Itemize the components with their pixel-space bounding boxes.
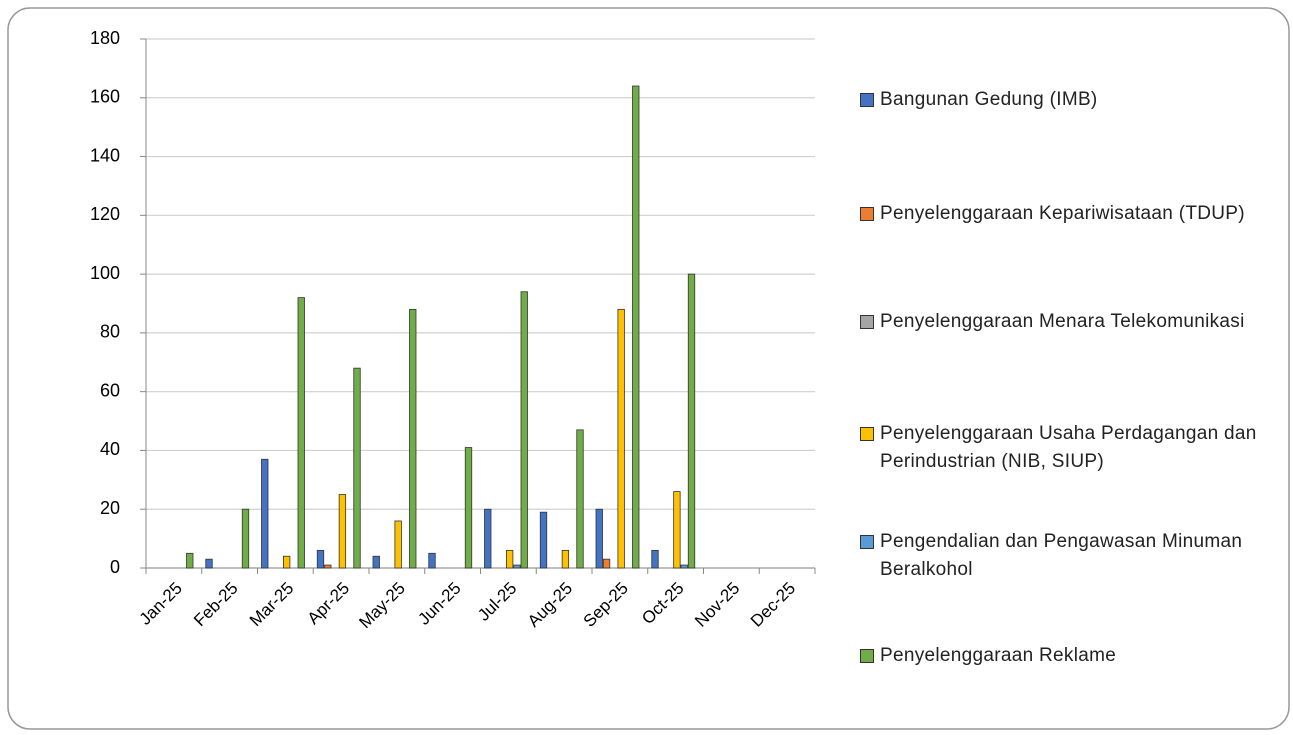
y-tick-label: 160 bbox=[90, 87, 120, 107]
legend-swatch bbox=[860, 535, 874, 549]
bar bbox=[205, 558, 213, 569]
y-tick-label: 180 bbox=[90, 28, 120, 48]
legend-entry: Penyelenggaraan Reklame bbox=[860, 642, 1270, 670]
bar bbox=[353, 367, 361, 569]
y-tick-label: 0 bbox=[110, 557, 120, 577]
bar bbox=[282, 555, 291, 569]
legend-entry: Penyelenggaraan Menara Telekomunikasi bbox=[860, 308, 1270, 336]
bar bbox=[673, 491, 681, 569]
bar bbox=[297, 297, 305, 569]
bar bbox=[428, 552, 436, 569]
bar bbox=[576, 429, 584, 569]
y-tick-label: 80 bbox=[100, 322, 120, 342]
bar bbox=[602, 558, 611, 569]
legend-entry: Pengendalian dan Pengawasan Minuman Bera… bbox=[860, 528, 1270, 584]
bar bbox=[595, 508, 603, 569]
y-tick-label: 120 bbox=[90, 204, 120, 224]
bar bbox=[617, 308, 625, 569]
legend-swatch bbox=[860, 93, 874, 107]
bar bbox=[409, 308, 417, 569]
bar bbox=[632, 85, 640, 569]
legend-label: Penyelenggaraan Kepariwisataan (TDUP) bbox=[880, 203, 1245, 224]
bar bbox=[186, 552, 194, 569]
y-tick-label: 140 bbox=[90, 145, 120, 165]
bar bbox=[687, 273, 696, 569]
legend-label: Penyelenggaraan Menara Telekomunikasi bbox=[880, 311, 1245, 332]
y-tick-label: 60 bbox=[100, 380, 120, 400]
y-tick-label: 40 bbox=[100, 439, 120, 459]
bar bbox=[484, 508, 492, 569]
bar bbox=[505, 549, 514, 569]
bar bbox=[464, 447, 473, 569]
legend-entry: Penyelenggaraan Usaha Perdagangan dan Pe… bbox=[860, 420, 1270, 476]
legend-entry: Penyelenggaraan Kepariwisataan (TDUP) bbox=[860, 200, 1270, 228]
y-tick-label: 20 bbox=[100, 498, 120, 518]
bar bbox=[338, 494, 347, 569]
bar bbox=[651, 549, 659, 569]
bar bbox=[241, 508, 250, 569]
legend-swatch bbox=[860, 649, 874, 663]
bar bbox=[261, 458, 269, 569]
legend-label: Penyelenggaraan Reklame bbox=[880, 645, 1117, 666]
frame bbox=[7, 7, 1290, 730]
y-tick-label: 100 bbox=[90, 263, 120, 283]
bar bbox=[561, 549, 570, 569]
legend-entry: Bangunan Gedung (IMB) bbox=[860, 86, 1270, 114]
bar bbox=[520, 291, 528, 569]
bar bbox=[539, 511, 548, 569]
legend-label: Bangunan Gedung (IMB) bbox=[880, 89, 1098, 110]
bar bbox=[316, 549, 325, 569]
legend-label: Penyelenggaraan Usaha Perdagangan dan Pe… bbox=[880, 423, 1257, 472]
legend-swatch bbox=[860, 207, 874, 221]
bar bbox=[324, 564, 332, 569]
legend-swatch bbox=[860, 315, 874, 329]
bar bbox=[680, 564, 688, 569]
bar bbox=[372, 555, 380, 569]
legend-label: Pengendalian dan Pengawasan Minuman Bera… bbox=[880, 531, 1243, 580]
legend-swatch bbox=[860, 427, 874, 441]
bar bbox=[394, 520, 402, 569]
bar bbox=[513, 564, 521, 569]
